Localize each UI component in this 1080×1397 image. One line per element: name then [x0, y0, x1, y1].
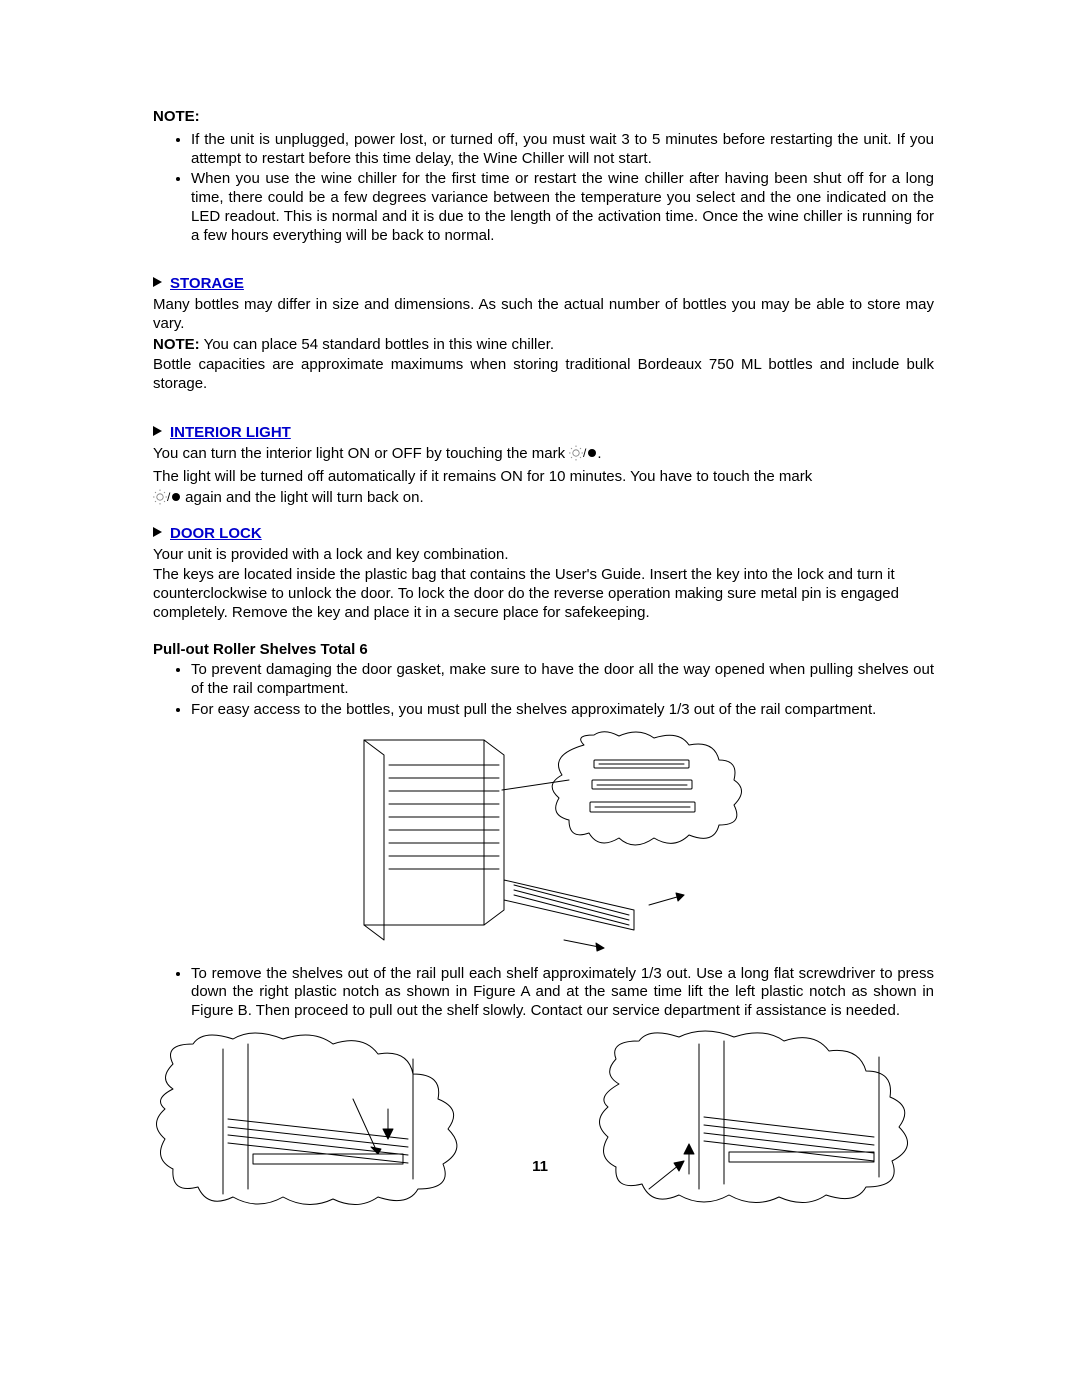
storage-para-2: Bottle capacities are approximate maximu…: [153, 356, 934, 394]
interior-light-line-1: You can turn the interior light ON or OF…: [153, 445, 934, 467]
storage-para-1: Many bottles may differ in size and dime…: [153, 296, 934, 334]
il-line1-post: .: [597, 445, 601, 462]
shelves-bullet-a1: To prevent damaging the door gasket, mak…: [191, 661, 934, 699]
shelves-heading: Pull-out Roller Shelves Total 6: [153, 641, 934, 660]
arrow-icon: [153, 527, 162, 537]
interior-light-line-2a: The light will be turned off automatical…: [153, 468, 934, 487]
il-line1-pre: You can turn the interior light ON or OF…: [153, 445, 569, 462]
storage-note-text: You can place 54 standard bottles in thi…: [200, 336, 554, 353]
shelf-diagram-figure-b: [594, 1029, 934, 1209]
note-bullet-2: When you use the wine chiller for the fi…: [191, 170, 934, 245]
arrow-icon: [153, 277, 162, 287]
shelves-bullet-b1: To remove the shelves out of the rail pu…: [191, 965, 934, 1021]
note-bullet-1: If the unit is unplugged, power lost, or…: [191, 131, 934, 169]
note-heading: NOTE:: [153, 108, 934, 127]
manual-page: NOTE: If the unit is unplugged, power lo…: [0, 0, 1080, 1397]
light-bulb-icon: /: [153, 489, 181, 511]
storage-section-heading: STORAGE: [153, 275, 934, 294]
shelves-bullet-a2: For easy access to the bottles, you must…: [191, 701, 934, 720]
door-lock-title: DOOR LOCK: [170, 525, 262, 542]
storage-note-label: NOTE:: [153, 336, 200, 353]
storage-note-line: NOTE: You can place 54 standard bottles …: [153, 336, 934, 355]
door-lock-section-heading: DOOR LOCK: [153, 525, 934, 544]
interior-light-section-heading: INTERIOR LIGHT: [153, 424, 934, 443]
light-bulb-icon: /: [569, 445, 597, 467]
door-lock-para-1: Your unit is provided with a lock and ke…: [153, 546, 934, 565]
bottom-figures-row: [153, 1029, 934, 1209]
note-bullets: If the unit is unplugged, power lost, or…: [153, 131, 934, 246]
shelf-diagram-main: [334, 730, 754, 955]
shelves-bullets-a: To prevent damaging the door gasket, mak…: [153, 661, 934, 719]
svg-text:/: /: [583, 446, 587, 460]
storage-title: STORAGE: [170, 275, 244, 292]
shelf-diagram-figure-a: [153, 1029, 493, 1209]
interior-light-title: INTERIOR LIGHT: [170, 424, 291, 441]
il-line2-post: again and the light will turn back on.: [185, 489, 423, 506]
interior-light-line-2b: / again and the light will turn back on.: [153, 489, 934, 511]
svg-text:/: /: [167, 490, 171, 504]
arrow-icon: [153, 426, 162, 436]
shelves-bullets-b: To remove the shelves out of the rail pu…: [153, 965, 934, 1021]
door-lock-para-2: The keys are located inside the plastic …: [153, 566, 934, 622]
